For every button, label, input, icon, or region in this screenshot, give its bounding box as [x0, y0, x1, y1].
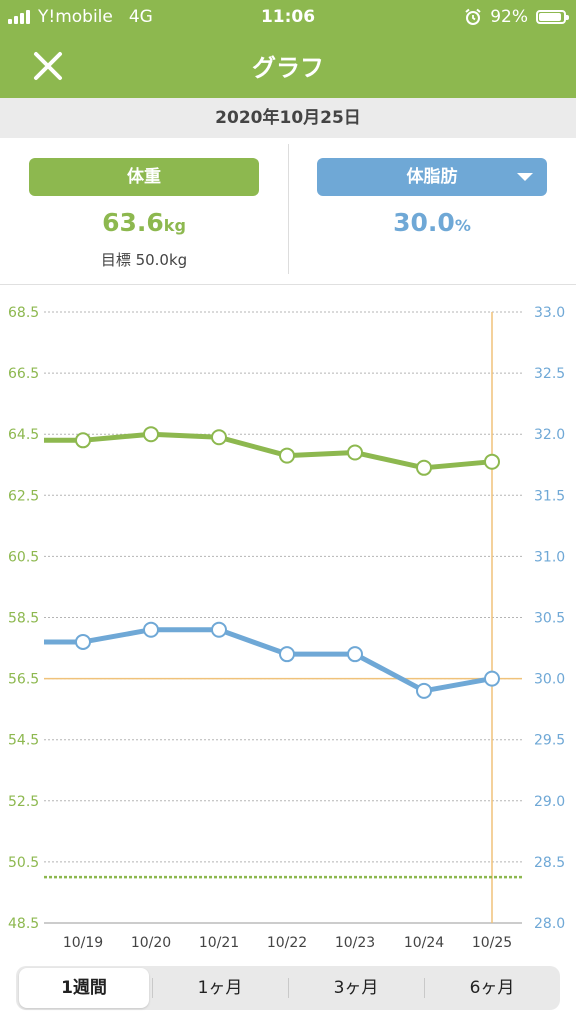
x-tick-label: 10/21 — [199, 935, 239, 951]
weight-tab[interactable]: 体重 — [29, 158, 259, 196]
weight-data-point — [143, 426, 159, 443]
weight-value: 63.6kg — [29, 208, 259, 237]
weight-tab-label: 体重 — [127, 167, 161, 187]
x-tick-label: 10/19 — [63, 935, 103, 951]
page-title: グラフ — [252, 54, 324, 82]
left-tick-label: 60.5 — [8, 549, 39, 565]
dropdown-caret-icon — [517, 173, 533, 181]
battery-percent: 92% — [490, 7, 528, 27]
bodyfat-data-point — [143, 621, 159, 638]
segment-separator — [424, 978, 425, 998]
period-option[interactable]: 3ヶ月 — [333, 978, 379, 998]
signal-icon — [8, 10, 30, 24]
right-tick-label: 30.5 — [534, 611, 565, 627]
weight-unit: kg — [163, 216, 186, 235]
right-tick-label: 31.5 — [534, 488, 565, 504]
left-tick-label: 66.5 — [8, 366, 39, 382]
status-bar: Y!mobile 4G 11:06 92% — [0, 0, 576, 34]
carrier-label: Y!mobile — [38, 7, 113, 27]
left-tick-label: 58.5 — [8, 611, 39, 627]
date-label: 2020年10月25日 — [0, 98, 576, 138]
right-tick-label: 28.0 — [534, 916, 565, 932]
left-tick-label: 56.5 — [8, 672, 39, 688]
left-tick-label: 68.5 — [8, 305, 39, 321]
bodyfat-data-point — [416, 682, 432, 699]
status-right: 92% — [464, 7, 569, 27]
right-tick-label: 31.0 — [534, 549, 565, 565]
x-tick-label: 10/25 — [472, 935, 512, 951]
segment-separator — [152, 978, 153, 998]
bodyfat-data-point — [75, 633, 91, 650]
summary-divider — [288, 144, 289, 274]
network-label: 4G — [128, 7, 153, 27]
bodyfat-value: 30.0% — [317, 208, 547, 237]
weight-data-point — [75, 432, 91, 449]
left-tick-label: 48.5 — [8, 916, 39, 932]
battery-icon — [536, 10, 569, 24]
weight-bodyfat-chart: 68.5 33.0 66.5 32.5 64.5 32.0 62.5 31.5 60.5 31.0… — [8, 305, 565, 951]
period-option[interactable]: 1ヶ月 — [197, 978, 243, 998]
right-tick-label: 29.5 — [534, 733, 565, 749]
bodyfat-data-point — [279, 646, 295, 663]
left-tick-label: 54.5 — [8, 733, 39, 749]
bodyfat-number: 30.0 — [393, 208, 455, 237]
right-tick-label: 33.0 — [534, 305, 565, 321]
summary-panel: 体重 63.6kg 目標 50.0kg 体脂肪 30.0% — [0, 138, 576, 285]
weight-series-line — [44, 431, 493, 471]
left-tick-label: 62.5 — [8, 488, 39, 504]
x-tick-label: 10/23 — [335, 935, 375, 951]
right-tick-label: 28.5 — [534, 855, 565, 871]
bodyfat-dropdown[interactable]: 体脂肪 — [317, 158, 547, 196]
x-tick-label: 10/22 — [267, 935, 307, 951]
x-tick-label: 10/20 — [131, 935, 171, 951]
goal-weight: 目標 50.0kg — [100, 251, 188, 269]
weight-data-point — [211, 429, 227, 446]
segment-separator — [288, 978, 289, 998]
bodyfat-dropdown-label: 体脂肪 — [406, 167, 458, 187]
weight-data-point — [416, 459, 432, 476]
status-time: 11:06 — [260, 7, 316, 27]
left-tick-label: 52.5 — [8, 794, 39, 810]
close-icon[interactable] — [30, 48, 66, 84]
right-tick-label: 32.0 — [534, 427, 565, 443]
weight-number: 63.6 — [102, 208, 164, 237]
bodyfat-data-point — [484, 670, 500, 687]
bodyfat-data-point — [347, 646, 363, 663]
right-tick-label: 29.0 — [534, 794, 565, 810]
period-selector: 1週間 1ヶ月 3ヶ月 6ヶ月 — [16, 966, 560, 1010]
left-tick-label: 64.5 — [8, 427, 39, 443]
alarm-icon — [465, 8, 481, 25]
right-tick-label: 32.5 — [534, 366, 565, 382]
left-tick-label: 50.5 — [8, 855, 39, 871]
weight-data-point — [484, 453, 500, 470]
bodyfat-unit: % — [454, 216, 471, 235]
x-tick-label: 10/24 — [404, 935, 444, 951]
period-option[interactable]: 6ヶ月 — [469, 978, 515, 998]
nav-bar: グラフ — [0, 34, 576, 98]
bodyfat-data-point — [211, 621, 227, 638]
weight-data-point — [347, 444, 363, 461]
weight-data-point — [279, 447, 295, 464]
right-tick-label: 30.0 — [534, 672, 565, 688]
period-option[interactable]: 1週間 — [19, 968, 149, 1008]
bodyfat-series-line — [44, 627, 493, 694]
status-left: Y!mobile 4G — [8, 7, 153, 27]
